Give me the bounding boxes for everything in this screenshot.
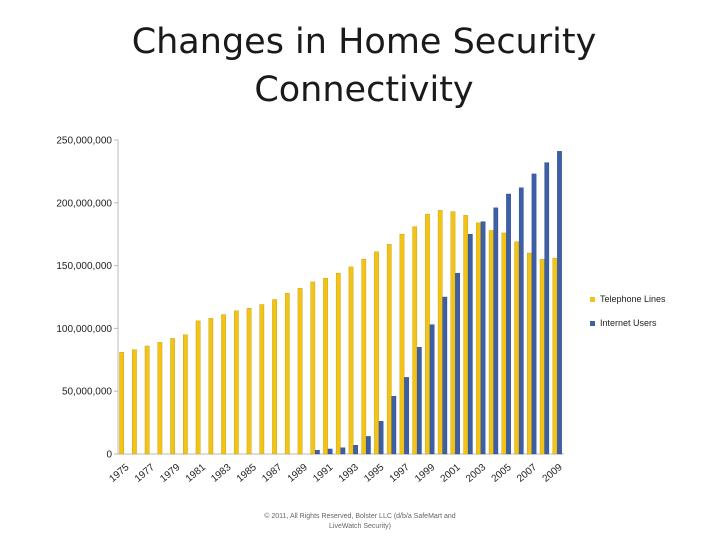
y-tick-label: 150,000,000 (56, 261, 112, 272)
bar-telephone-lines (399, 233, 405, 455)
bar-telephone-lines (310, 281, 316, 455)
bar-internet-users (353, 445, 358, 455)
bar-internet-users (557, 151, 562, 455)
y-tick-label: 100,000,000 (56, 324, 112, 335)
x-tick-label: 1981 (184, 462, 208, 485)
x-tick-label: 1997 (388, 462, 412, 485)
bar-internet-users (340, 447, 346, 455)
x-tick-label: 2009 (541, 462, 565, 485)
bar-telephone-lines (323, 277, 328, 455)
slide-title-line-2: Connectivity (254, 70, 474, 110)
bar-internet-users (416, 347, 422, 455)
x-tick-label: 1987 (260, 462, 284, 485)
bar-telephone-lines (170, 338, 175, 455)
bar-telephone-lines (183, 334, 188, 455)
legend-label-internet-users: Internet Users (600, 318, 657, 328)
bar-internet-users (493, 207, 499, 455)
footer-line-2: LiveWatch Security) (329, 523, 391, 530)
bar-telephone-lines (527, 252, 532, 455)
bar-telephone-lines (476, 222, 481, 455)
bar-telephone-lines (297, 288, 303, 455)
y-tick-label: 250,000,000 (56, 136, 112, 147)
bar-telephone-lines (195, 320, 201, 455)
bar-internet-users (480, 221, 486, 455)
bar-internet-users (378, 421, 384, 455)
bar-telephone-lines (425, 213, 430, 455)
x-tick-label: 1979 (158, 462, 182, 485)
bar-telephone-lines (335, 272, 341, 455)
bar-internet-users (429, 324, 435, 455)
legend-item-internet-users: Internet Users (590, 316, 666, 330)
y-tick-label: 200,000,000 (56, 198, 112, 209)
footer-line-1: © 2011, All Rights Reserved, Bolster LLC… (264, 513, 456, 520)
bar-internet-users (442, 296, 448, 455)
bar-telephone-lines (488, 230, 494, 455)
bar-internet-users (391, 396, 397, 455)
bar-telephone-lines (450, 211, 456, 455)
x-tick-label: 1991 (311, 462, 335, 485)
x-tick-label: 1995 (362, 462, 386, 485)
bar-internet-users (467, 233, 473, 455)
bar-telephone-lines (272, 299, 277, 455)
bar-telephone-lines (284, 293, 290, 455)
bar-telephone-lines (157, 342, 163, 455)
bar-telephone-lines (412, 226, 418, 455)
bar-telephone-lines (119, 352, 125, 455)
bar-telephone-lines (246, 308, 252, 455)
bar-telephone-lines (221, 314, 226, 455)
bar-telephone-lines (501, 232, 507, 455)
x-tick-label: 2001 (439, 462, 463, 485)
bar-telephone-lines (144, 345, 150, 455)
bar-telephone-lines (233, 310, 239, 455)
bar-internet-users (327, 448, 333, 455)
bar-internet-users (404, 377, 409, 455)
x-tick-label: 1985 (235, 462, 259, 485)
legend-swatch-telephone-lines (590, 296, 595, 302)
x-tick-label: 1983 (209, 462, 233, 485)
bar-telephone-lines (348, 266, 354, 455)
bar-telephone-lines (514, 241, 520, 455)
x-tick-label: 1993 (337, 462, 361, 485)
bar-telephone-lines (259, 304, 265, 455)
bar-internet-users (518, 187, 524, 455)
slide-title-line-1: Changes in Home Security (131, 22, 597, 62)
slide-title: Changes in Home Security Connectivity (0, 18, 728, 114)
x-tick-label: 2005 (490, 462, 514, 485)
y-tick-label: 0 (106, 450, 112, 461)
copyright-footer: © 2011, All Rights Reserved, Bolster LLC… (240, 512, 480, 532)
bar-telephone-lines (463, 215, 469, 455)
x-tick-label: 2007 (515, 462, 539, 485)
x-tick-label: 1989 (286, 462, 310, 485)
x-tick-label: 1999 (413, 462, 437, 485)
y-tick-label: 50,000,000 (62, 387, 112, 398)
legend-item-telephone-lines: Telephone Lines (590, 292, 666, 306)
x-tick-label: 1975 (107, 462, 131, 485)
bar-internet-users (455, 272, 460, 455)
bar-telephone-lines (132, 349, 137, 455)
legend-label-telephone-lines: Telephone Lines (600, 294, 666, 304)
bar-telephone-lines (386, 244, 392, 455)
chart-legend: Telephone Lines Internet Users (590, 292, 666, 340)
bar-telephone-lines (539, 259, 545, 455)
legend-swatch-internet-users (590, 320, 595, 326)
x-tick-label: 2003 (464, 462, 488, 485)
x-tick-label: 1977 (133, 462, 157, 485)
bar-telephone-lines (361, 259, 367, 455)
bar-telephone-lines (437, 210, 443, 455)
bar-telephone-lines (374, 251, 379, 455)
bar-telephone-lines (208, 318, 214, 455)
bar-internet-users (531, 173, 537, 455)
bar-telephone-lines (552, 257, 558, 455)
bar-internet-users (315, 450, 320, 455)
bar-internet-users (506, 193, 511, 455)
bar-internet-users (366, 436, 371, 455)
bar-internet-users (544, 162, 550, 455)
